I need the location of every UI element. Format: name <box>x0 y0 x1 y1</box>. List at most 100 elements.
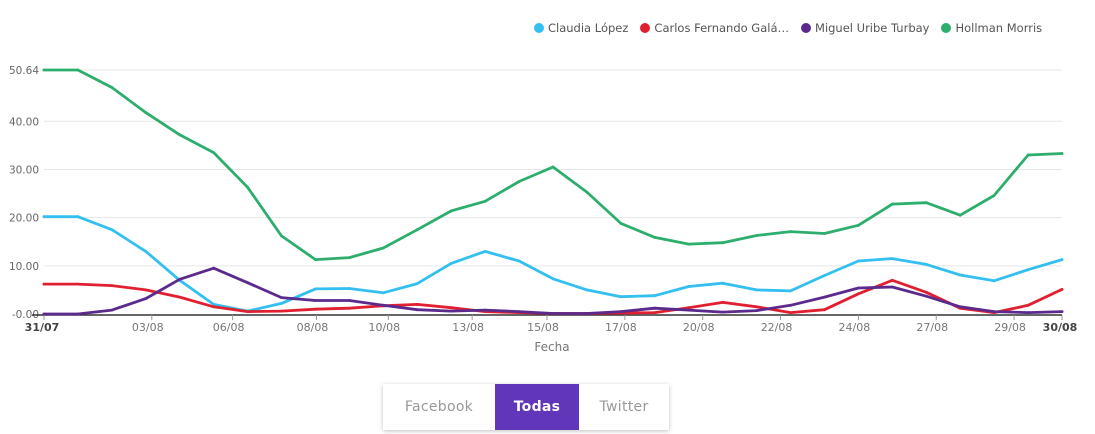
data-point <box>687 242 691 246</box>
x-tick-label: 29/08 <box>994 321 1026 334</box>
data-point <box>823 295 826 299</box>
data-point <box>314 299 317 302</box>
data-point <box>144 111 148 114</box>
data-point <box>585 312 589 315</box>
data-point <box>958 273 962 277</box>
data-point <box>687 285 691 288</box>
y-axis: 50.64 40.00 30.00 20.00 10.00 -0.00 <box>9 65 1062 321</box>
data-point <box>1060 152 1064 155</box>
series-lines <box>42 68 1064 316</box>
data-point <box>1026 268 1030 272</box>
data-point <box>348 256 351 259</box>
legend-dot-icon <box>801 23 812 33</box>
data-point <box>619 310 623 313</box>
data-point <box>721 281 725 285</box>
legend-label: Miguel Uribe Turbay <box>815 21 930 35</box>
data-point <box>823 274 826 277</box>
data-point <box>789 289 792 293</box>
x-axis-title: Fecha <box>534 340 569 354</box>
data-point <box>110 284 114 287</box>
series-line-hollman-morris <box>42 68 1064 262</box>
twitter-button[interactable]: Twitter <box>599 399 649 415</box>
data-point <box>144 288 148 292</box>
todas-button[interactable]: Todas <box>495 384 579 430</box>
legend-item-carlos-fernando-galan[interactable]: Carlos Fernando Galá… <box>640 21 789 35</box>
x-tick-label: 13/08 <box>452 321 484 334</box>
data-point <box>890 257 894 260</box>
x-tick-label: 08/08 <box>297 321 329 334</box>
x-tick-label: 17/08 <box>605 321 637 334</box>
data-point <box>42 312 46 316</box>
data-point <box>924 290 928 294</box>
data-point <box>857 223 860 227</box>
data-point <box>992 194 996 197</box>
data-point <box>212 151 216 155</box>
legend-dot-icon <box>941 23 952 33</box>
data-point <box>517 310 521 313</box>
series-hollman-morris <box>42 68 1064 262</box>
data-point <box>1060 258 1064 261</box>
data-point <box>246 310 250 313</box>
legend-label: Hollman Morris <box>955 21 1043 35</box>
data-point <box>1026 303 1030 307</box>
data-point <box>1060 288 1064 291</box>
data-point <box>924 201 928 205</box>
data-point <box>992 279 996 283</box>
data-point <box>110 86 114 89</box>
y-tick-label: 20.00 <box>9 213 39 225</box>
data-point <box>789 303 792 307</box>
data-point <box>755 288 758 292</box>
data-point <box>381 303 385 307</box>
data-point <box>619 295 623 299</box>
data-point <box>348 306 351 310</box>
data-point <box>721 301 725 304</box>
y-tick-label: 50.64 <box>9 65 39 77</box>
legend-item-miguel-uribe-turbay[interactable]: Miguel Uribe Turbay <box>801 21 929 35</box>
series-miguel-uribe-turbay <box>42 266 1064 316</box>
data-point <box>314 287 317 291</box>
data-point <box>789 230 792 234</box>
data-point <box>144 297 148 300</box>
data-point <box>721 241 725 245</box>
data-point <box>585 288 589 292</box>
data-point <box>449 209 453 213</box>
data-point <box>178 295 182 299</box>
data-point <box>789 311 792 314</box>
x-tick-label: 06/08 <box>213 321 245 334</box>
facebook-button[interactable]: Facebook <box>404 399 474 415</box>
legend-label: Carlos Fernando Galá… <box>654 21 790 35</box>
data-point <box>246 185 250 189</box>
data-point <box>1026 153 1030 157</box>
data-point <box>415 303 419 306</box>
data-point <box>551 165 555 169</box>
data-point <box>857 292 860 296</box>
x-tick-label: 03/08 <box>132 321 164 334</box>
data-point <box>755 234 758 237</box>
x-tick-label: 31/07 <box>25 321 60 334</box>
legend: Claudia López Carlos Fernando Galá… Migu… <box>534 21 1042 35</box>
data-point <box>517 180 521 183</box>
data-point <box>212 303 216 306</box>
legend-item-hollman-morris[interactable]: Hollman Morris <box>941 21 1042 35</box>
legend-label: Claudia López <box>548 21 629 35</box>
data-point <box>687 306 691 310</box>
line-chart: 50.64 40.00 30.00 20.00 10.00 -0.00 31/07 03/0… <box>9 65 1077 354</box>
data-point <box>212 266 216 270</box>
data-point <box>42 215 46 219</box>
data-point <box>246 281 250 285</box>
x-tick-label: 10/08 <box>368 321 400 334</box>
data-point <box>415 228 419 232</box>
data-point <box>653 236 657 239</box>
data-point <box>958 305 962 309</box>
series-line-claudia-lopez <box>42 215 1064 313</box>
legend-item-claudia-lopez[interactable]: Claudia López <box>534 21 628 35</box>
data-point <box>1026 311 1030 314</box>
data-point <box>653 311 657 314</box>
data-point <box>110 228 114 232</box>
data-point <box>958 213 962 217</box>
data-point <box>415 282 419 285</box>
data-point <box>178 277 182 281</box>
data-point <box>110 308 114 312</box>
x-tick-label: 24/08 <box>839 321 871 334</box>
data-point <box>42 282 46 286</box>
